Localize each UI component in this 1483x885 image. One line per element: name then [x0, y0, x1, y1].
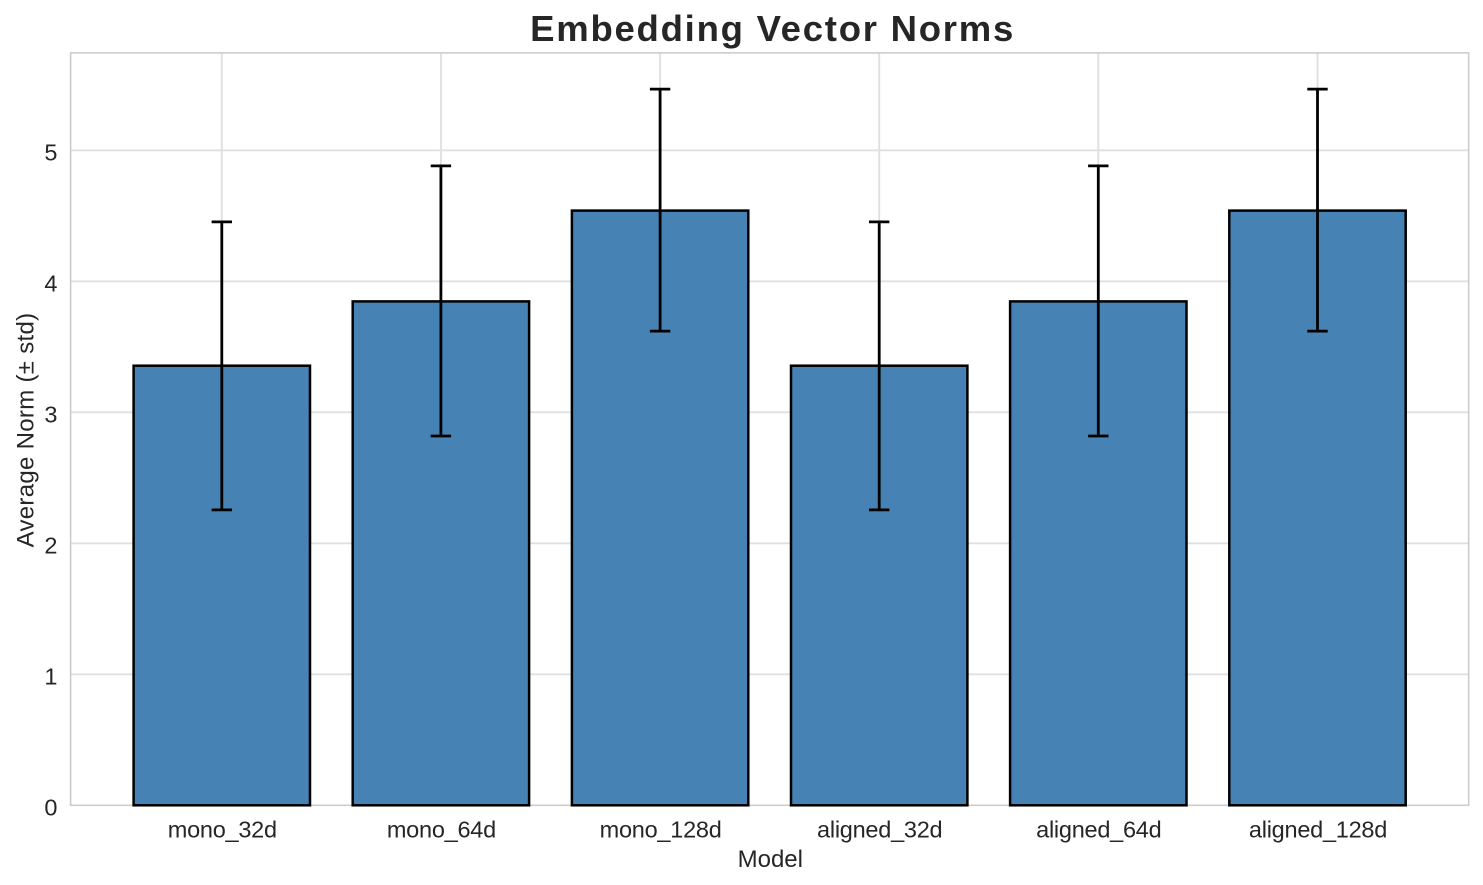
svg-text:Model: Model [738, 846, 803, 873]
svg-text:1: 1 [44, 664, 57, 690]
svg-text:aligned_64d: aligned_64d [1036, 817, 1161, 843]
svg-text:2: 2 [44, 533, 57, 559]
svg-text:3: 3 [44, 402, 57, 428]
svg-text:0: 0 [44, 795, 57, 821]
svg-text:Embedding Vector Norms: Embedding Vector Norms [530, 8, 1015, 49]
svg-text:mono_128d: mono_128d [600, 817, 722, 843]
svg-text:mono_64d: mono_64d [387, 817, 496, 843]
svg-text:4: 4 [44, 271, 57, 297]
svg-text:Average Norm (± std): Average Norm (± std) [13, 313, 40, 548]
svg-text:mono_32d: mono_32d [168, 817, 277, 843]
svg-text:aligned_128d: aligned_128d [1249, 817, 1387, 843]
svg-text:5: 5 [44, 140, 57, 166]
svg-text:aligned_32d: aligned_32d [817, 817, 942, 843]
